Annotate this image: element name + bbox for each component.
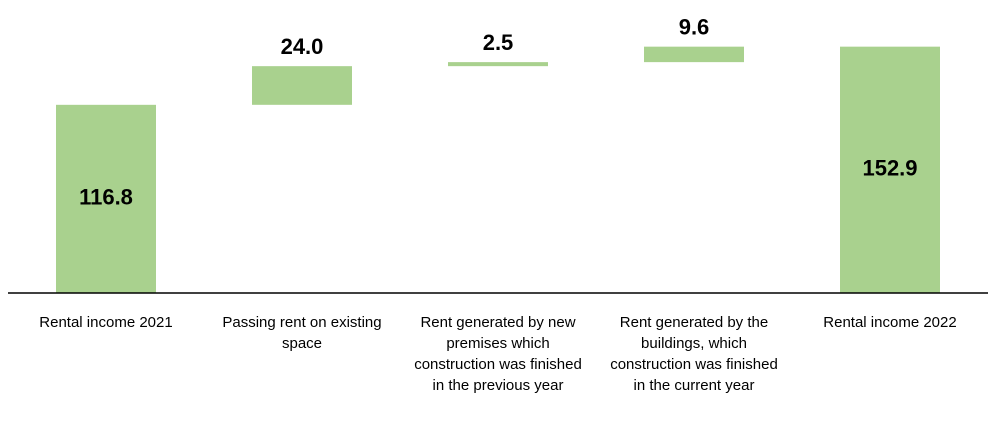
value-label: 116.8	[79, 185, 133, 210]
bar	[448, 62, 548, 67]
bar	[252, 66, 352, 105]
bar	[840, 46, 940, 294]
value-label: 2.5	[483, 30, 514, 55]
x-tick-label: Rent generated by the buildings, which c…	[610, 314, 778, 394]
x-tick-label: Rental income 2021	[39, 314, 173, 331]
value-label: 24.0	[281, 34, 324, 59]
bar	[644, 46, 744, 63]
x-tick-label: Rent generated by new premises which con…	[414, 314, 582, 394]
bar	[56, 104, 156, 293]
value-label: 9.6	[679, 14, 710, 39]
x-tick-label: Rental income 2022	[823, 314, 957, 331]
x-tick-label: Passing rent on existing space	[222, 314, 382, 352]
value-label: 152.9	[862, 156, 917, 181]
